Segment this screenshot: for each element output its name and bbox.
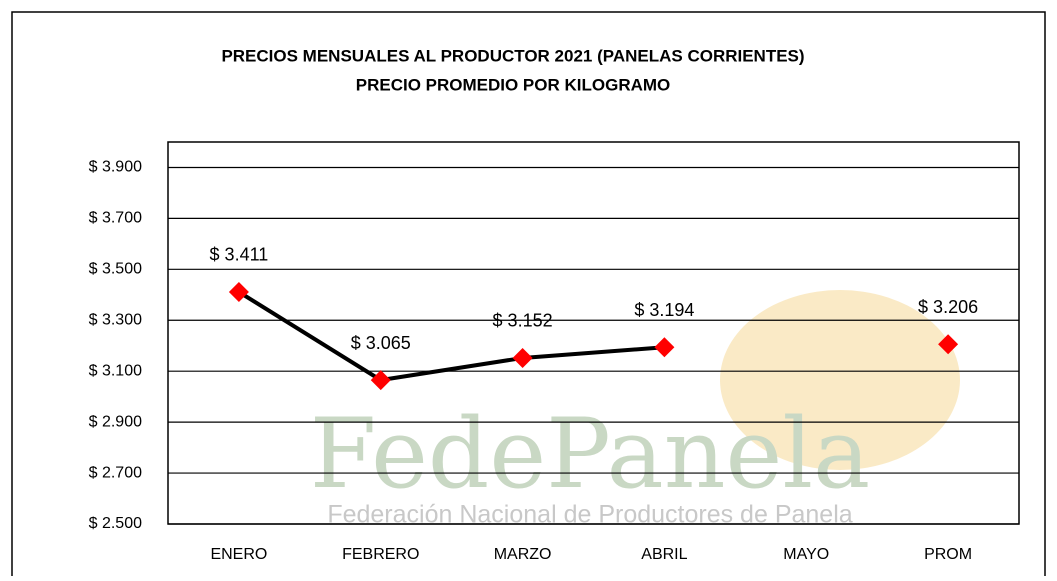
y-tick-label: $ 2.700 [89,464,142,481]
watermark-logo: FedePanela [310,398,871,510]
value-label: $ 3.194 [634,300,694,320]
value-label: $ 3.411 [210,245,269,265]
y-tick-label: $ 2.900 [89,413,142,430]
y-tick-label: $ 3.500 [89,261,142,278]
y-tick-label: $ 3.700 [89,210,142,227]
x-tick-label: MAYO [783,546,829,563]
value-label: $ 3.065 [351,333,411,353]
chart-subtitle: PRECIO PROMEDIO POR KILOGRAMO [356,75,671,94]
x-tick-label: MARZO [494,546,552,563]
value-label: $ 3.152 [493,311,553,331]
x-tick-label: FEBRERO [342,546,419,563]
y-tick-label: $ 3.100 [89,362,142,379]
page: FedePanela Federación Nacional de Produc… [0,0,1057,581]
x-tick-label: ABRIL [641,546,687,563]
y-tick-label: $ 3.900 [89,159,142,176]
y-tick-label: $ 3.300 [89,311,142,328]
x-tick-label: PROM [924,546,972,563]
chart: FedePanela Federación Nacional de Produc… [0,0,1057,576]
y-tick-label: $ 2.500 [89,515,142,532]
x-tick-label: ENERO [210,546,267,563]
value-label: $ 3.206 [918,297,978,317]
chart-title: PRECIOS MENSUALES AL PRODUCTOR 2021 (PAN… [221,46,804,65]
